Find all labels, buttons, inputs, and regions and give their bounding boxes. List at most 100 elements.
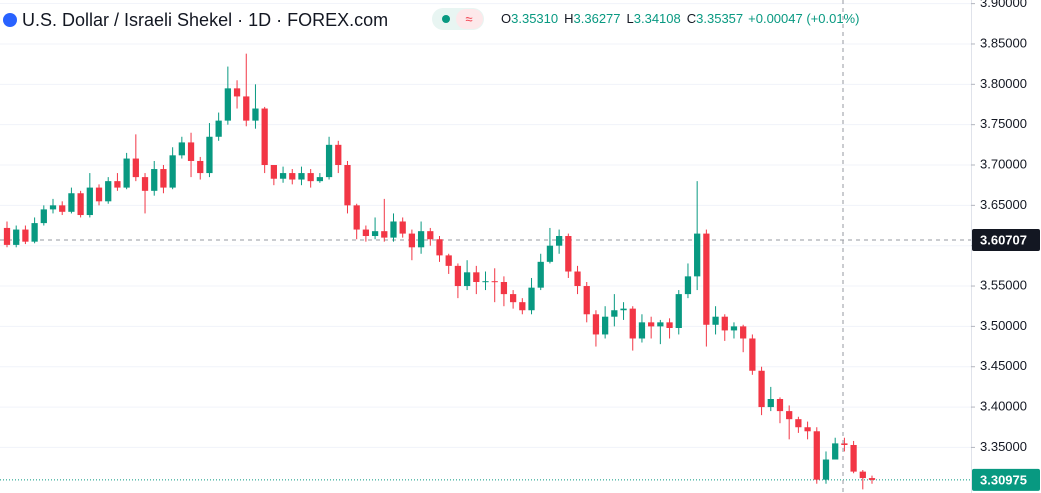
candle-body (206, 136, 213, 174)
candle-body (841, 443, 848, 445)
y-tick-label: 3.45000 (980, 358, 1027, 373)
candle-body (445, 255, 452, 266)
symbol-icon (3, 13, 17, 27)
candle-body (629, 308, 636, 339)
candle-body (767, 398, 774, 408)
candle-body (261, 108, 268, 166)
candle-body (243, 96, 250, 121)
y-axis: 3.350003.400003.450003.500003.550003.600… (971, 0, 1040, 491)
candle-body (859, 471, 866, 479)
candle-body (68, 193, 75, 212)
chart-title: U.S. Dollar / Israeli Shekel · 1D · FORE… (22, 10, 388, 30)
candle-body (427, 231, 434, 240)
candle-body (620, 308, 627, 311)
candle-body (454, 265, 462, 287)
candle-body (169, 155, 176, 188)
candle-body (353, 205, 360, 230)
candle-body (215, 120, 222, 137)
candle-body (335, 144, 342, 166)
candle-body (776, 398, 784, 412)
candle-body (233, 88, 241, 97)
candle-body (3, 227, 11, 245)
candle-body (381, 231, 388, 238)
toggle-dot (442, 15, 450, 23)
candle-body (151, 169, 158, 191)
candle-body (813, 431, 820, 480)
candle-body (86, 187, 93, 216)
candle-body (648, 322, 655, 327)
candle-body (822, 459, 830, 480)
candle-body (740, 326, 747, 339)
candle-body (40, 209, 47, 224)
candle-body (537, 261, 544, 288)
y-tick-label: 3.75000 (980, 116, 1027, 131)
y-tick-label: 3.80000 (980, 76, 1027, 91)
legend-bg (0, 4, 420, 36)
candle-body (463, 272, 471, 287)
candle-body (105, 181, 112, 202)
candle-body (197, 160, 204, 174)
ohlc-key: L (627, 11, 634, 26)
candle-body (749, 338, 756, 371)
ohlc-key: C (687, 11, 696, 26)
candle-body (371, 231, 379, 237)
candle-body (528, 287, 535, 311)
candle-body (694, 233, 701, 277)
candle-body (399, 221, 406, 234)
candle-body (178, 142, 185, 156)
y-tick-label: 3.90000 (980, 0, 1027, 10)
candle-body (868, 478, 876, 480)
candle-body (491, 281, 498, 283)
candle-body (123, 158, 130, 188)
candle-body (574, 271, 581, 287)
candle-body (611, 310, 618, 317)
candle-body (666, 322, 673, 328)
candle-body (712, 316, 719, 325)
candle-body (565, 236, 572, 272)
candle-body (279, 173, 287, 179)
candle-body (509, 294, 517, 303)
candle-body (49, 205, 57, 210)
candle-body (721, 316, 728, 331)
candle-body (13, 229, 20, 245)
legend-toggle[interactable]: ≈ (432, 8, 484, 30)
candle-body (703, 233, 710, 325)
ohlc-legend: O3.35310 H3.36277 L3.34108 C3.35357 +0.00047… (501, 11, 859, 26)
ohlc-value: 3.36277 (574, 11, 621, 26)
y-tick-label: 3.40000 (980, 399, 1027, 414)
candle-body (187, 142, 195, 161)
candle-body (325, 144, 333, 178)
candle-body (252, 108, 259, 121)
candle-body (298, 173, 305, 180)
candle-body (602, 316, 609, 335)
y-tick-label: 3.50000 (980, 318, 1027, 333)
y-tick-label: 3.65000 (980, 197, 1027, 212)
candle-body (684, 276, 692, 295)
candle-body (114, 181, 121, 188)
ohlc-value: 3.35310 (511, 11, 558, 26)
candle-body (307, 173, 314, 182)
candle-body (417, 231, 425, 248)
candle-body (132, 158, 139, 178)
last_price-label-bg (972, 468, 1040, 491)
candle-body (270, 165, 277, 179)
candle-body (473, 272, 480, 283)
candle-body (22, 229, 29, 242)
candle-body (675, 294, 682, 328)
candle-body (555, 236, 563, 246)
candle-body (316, 177, 324, 182)
candle-body (730, 326, 738, 331)
ohlc-change: +0.00047 (+0.01%) (748, 11, 859, 26)
candle-body (657, 322, 664, 327)
ohlc-value: 3.34108 (634, 11, 681, 26)
y-tick-label: 3.35000 (980, 439, 1027, 454)
crosshair-label-bg (972, 228, 1040, 251)
candles (3, 53, 876, 490)
ohlc-key: O (501, 11, 511, 26)
y-tick-label: 3.85000 (980, 35, 1027, 50)
last_price-label: 3.30975 (980, 472, 1027, 487)
ohlc-key: H (564, 11, 573, 26)
candle-body (160, 169, 167, 188)
